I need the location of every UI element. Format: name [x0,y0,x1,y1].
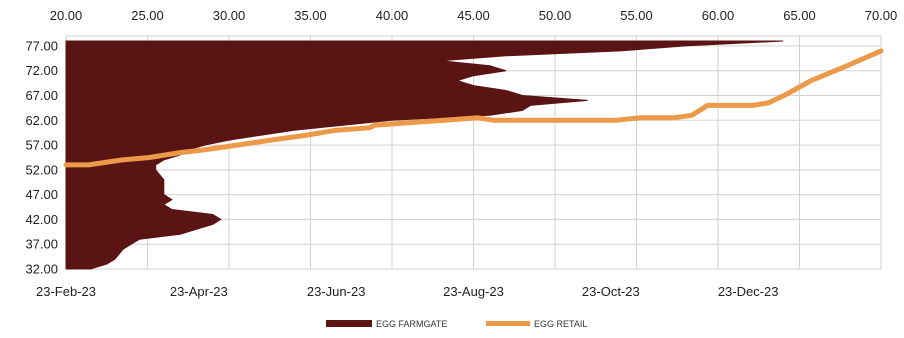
left-tick-label: 37.00 [25,237,58,252]
bottom-tick-label: 23-Aug-23 [443,284,504,299]
legend-swatch-farmgate [326,320,372,327]
left-tick-label: 67.00 [25,88,58,103]
left-tick-label: 32.00 [25,262,58,277]
top-tick-label: 45.00 [457,8,490,23]
top-tick-label: 70.00 [865,8,898,23]
top-tick-label: 60.00 [702,8,735,23]
top-tick-label: 30.00 [213,8,246,23]
plot-area [63,35,884,270]
top-tick-label: 55.00 [620,8,653,23]
top-axis-ticks: 20.00 25.00 30.00 35.00 40.00 45.00 50.00 55.00… [50,8,898,23]
left-tick-label: 77.00 [25,38,58,53]
top-tick-label: 65.00 [783,8,816,23]
egg-retail-line [63,48,884,168]
top-tick-label: 50.00 [539,8,572,23]
bottom-axis-ticks: 23-Feb-23 23-Apr-23 23-Jun-23 23-Aug-23 23-O… [36,284,779,299]
bottom-tick-label: 23-Feb-23 [36,284,96,299]
left-tick-label: 52.00 [25,162,58,177]
top-tick-label: 40.00 [376,8,409,23]
egg-farmgate-area-shape [65,40,784,270]
bottom-tick-label: 23-Dec-23 [718,284,779,299]
egg-retail-line-shape [63,48,884,168]
legend-label-farmgate: EGG FARMGATE [376,319,447,329]
left-tick-label: 57.00 [25,138,58,153]
bottom-tick-label: 23-Jun-23 [307,284,366,299]
left-tick-label: 47.00 [25,187,58,202]
top-tick-label: 25.00 [131,8,164,23]
bottom-tick-label: 23-Apr-23 [170,284,228,299]
left-tick-label: 72.00 [25,63,58,78]
top-tick-label: 20.00 [50,8,83,23]
egg-farmgate-area [65,40,784,270]
legend-label-retail: EGG RETAIL [534,319,587,329]
left-axis-ticks: 77.00 72.00 67.00 62.00 57.00 52.00 47.00 42.00… [25,38,58,276]
left-tick-label: 62.00 [25,113,58,128]
bottom-tick-label: 23-Oct-23 [582,284,640,299]
top-tick-label: 35.00 [294,8,327,23]
legend-swatch-retail [486,321,530,326]
legend: EGG FARMGATE EGG RETAIL [326,319,587,329]
left-tick-label: 42.00 [25,212,58,227]
